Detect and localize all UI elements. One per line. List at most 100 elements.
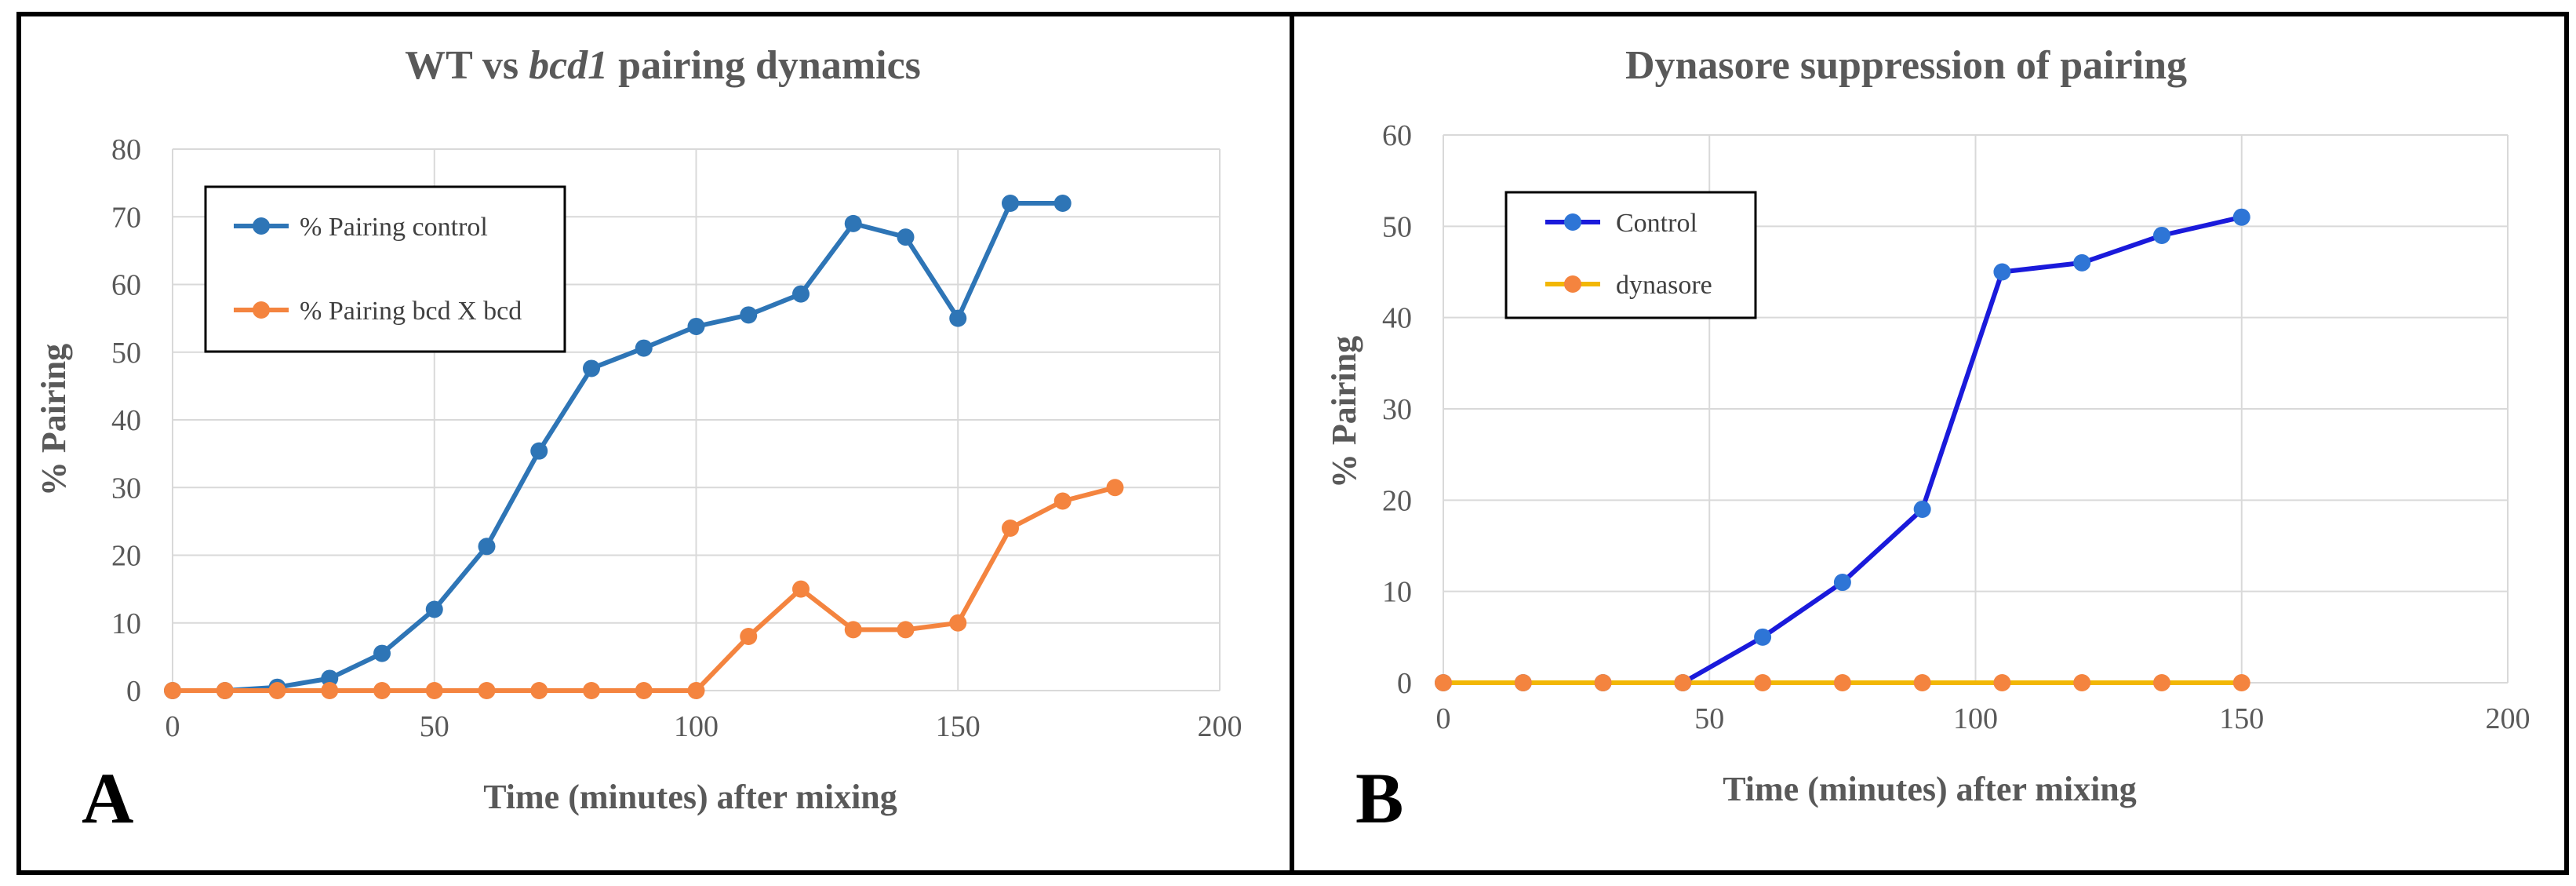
panel-label-b: B — [1355, 758, 1403, 838]
x-tick-label-b-0: 0 — [1436, 702, 1451, 735]
data-point-a-2-2 — [268, 682, 286, 699]
y-tick-label-b-50: 50 — [1382, 210, 1412, 243]
y-tick-label-a-80: 80 — [111, 133, 141, 166]
x-axis-label-b: Time (minutes) after mixing — [1723, 770, 2137, 808]
y-tick-label-a-0: 0 — [126, 675, 141, 708]
data-point-b-2-6 — [1913, 674, 1931, 691]
data-point-a-2-6 — [478, 682, 496, 699]
data-point-b-2-10 — [2232, 674, 2250, 691]
data-point-a-1-8 — [583, 359, 600, 377]
chart-title-b: Dynasore suppression of pairing — [1625, 43, 2187, 88]
data-point-a-1-4 — [373, 644, 391, 662]
legend-swatch-marker-b-1 — [1564, 213, 1581, 231]
data-point-a-2-0 — [164, 682, 181, 699]
data-point-a-2-16 — [1002, 520, 1019, 537]
data-point-b-2-2 — [1594, 674, 1612, 691]
y-tick-label-a-70: 70 — [111, 201, 141, 234]
y-tick-label-b-30: 30 — [1382, 393, 1412, 426]
legend-box-a — [204, 185, 566, 353]
data-point-b-1-10 — [2232, 208, 2250, 226]
data-point-a-2-4 — [373, 682, 391, 699]
data-point-a-2-18 — [1106, 479, 1124, 497]
legend-label-a-2: % Pairing bcd X bcd — [300, 297, 522, 326]
data-point-a-1-11 — [740, 306, 758, 324]
data-point-a-1-9 — [635, 339, 653, 357]
legend-swatch-marker-b-2 — [1564, 275, 1581, 293]
data-point-a-2-5 — [425, 682, 443, 699]
x-tick-label-a-150: 150 — [936, 710, 981, 743]
data-point-b-2-8 — [2073, 674, 2091, 691]
data-point-a-2-8 — [583, 682, 600, 699]
y-tick-label-a-50: 50 — [111, 337, 141, 370]
y-tick-label-b-60: 60 — [1382, 119, 1412, 152]
data-point-b-2-3 — [1674, 674, 1692, 691]
data-point-b-2-4 — [1754, 674, 1772, 691]
title-a-part-3: pairing dynamics — [608, 43, 921, 88]
chart-title-a: WT vs bcd1 pairing dynamics — [405, 43, 921, 88]
y-tick-label-a-20: 20 — [111, 540, 141, 573]
data-point-b-2-1 — [1514, 674, 1532, 691]
chart-panel-b: Dynasore suppression of pairing 0 10 20 30 4… — [1325, 43, 2531, 838]
data-point-b-1-6 — [1913, 500, 1931, 518]
legend-a: % Pairing control % Pairing bcd X bcd — [204, 185, 566, 353]
data-point-a-1-3 — [321, 669, 339, 687]
x-tick-label-a-200: 200 — [1198, 710, 1243, 743]
data-point-b-2-0 — [1435, 674, 1452, 691]
y-tick-label-a-40: 40 — [111, 404, 141, 437]
y-tick-label-a-60: 60 — [111, 269, 141, 302]
data-point-b-1-7 — [1993, 263, 2011, 281]
x-tick-label-b-200: 200 — [2486, 702, 2531, 735]
legend-swatch-marker-a-2 — [253, 301, 270, 319]
data-point-a-2-3 — [321, 682, 339, 699]
chart-panel-a: WT vs bcd1 pairing dynamics 0 10 20 30 40 50 6… — [35, 43, 1243, 838]
data-point-a-1-13 — [844, 214, 862, 232]
y-axis-label-a: % Pairing — [35, 344, 73, 496]
y-tick-label-b-40: 40 — [1382, 302, 1412, 335]
y-tick-label-b-10: 10 — [1382, 576, 1412, 609]
legend-label-a-1: % Pairing control — [300, 213, 488, 242]
series-line-a-1 — [173, 201, 1063, 693]
title-a-part-2: bcd1 — [529, 43, 608, 88]
legend-b: Control dynasore — [1504, 191, 1757, 319]
legend-label-b-2: dynasore — [1616, 271, 1712, 300]
panel-label-a: A — [82, 758, 133, 838]
y-tick-label-a-30: 30 — [111, 472, 141, 505]
x-axis-label-a: Time (minutes) after mixing — [483, 778, 897, 816]
data-point-a-2-13 — [844, 621, 862, 639]
legend-label-b-1: Control — [1616, 209, 1697, 238]
y-tick-label-b-20: 20 — [1382, 484, 1412, 517]
data-point-b-1-9 — [2152, 226, 2170, 244]
x-tick-label-a-100: 100 — [674, 710, 719, 743]
data-point-b-2-5 — [1833, 674, 1851, 691]
data-point-b-1-4 — [1754, 628, 1772, 646]
y-tick-label-a-10: 10 — [111, 607, 141, 640]
legend-box-b — [1504, 191, 1757, 319]
data-point-a-1-6 — [478, 538, 496, 556]
data-point-a-1-16 — [1002, 195, 1019, 212]
title-a-part-1: WT vs — [405, 43, 529, 88]
data-point-b-1-8 — [2073, 253, 2091, 272]
data-point-a-1-17 — [1053, 195, 1072, 212]
data-point-a-1-15 — [949, 309, 967, 327]
data-point-a-2-9 — [635, 682, 653, 699]
x-tick-label-b-50: 50 — [1694, 702, 1724, 735]
data-point-a-2-12 — [792, 580, 810, 598]
data-point-a-2-15 — [949, 614, 967, 632]
data-point-a-2-7 — [530, 682, 548, 699]
data-point-a-1-7 — [530, 442, 548, 460]
data-point-b-1-5 — [1833, 574, 1851, 592]
x-tick-label-a-0: 0 — [166, 710, 180, 743]
data-point-a-2-14 — [897, 621, 915, 639]
data-point-a-2-11 — [740, 628, 758, 645]
data-point-a-1-12 — [792, 285, 810, 303]
y-tick-label-b-0: 0 — [1397, 667, 1412, 700]
data-point-a-2-1 — [216, 682, 234, 699]
data-point-a-1-14 — [897, 228, 915, 246]
data-point-a-1-10 — [687, 317, 705, 335]
y-axis-label-b: % Pairing — [1325, 336, 1363, 488]
data-point-a-1-5 — [425, 600, 443, 618]
legend-swatch-marker-a-1 — [253, 217, 270, 235]
data-point-a-2-10 — [687, 682, 705, 699]
x-tick-label-b-100: 100 — [1953, 702, 1998, 735]
